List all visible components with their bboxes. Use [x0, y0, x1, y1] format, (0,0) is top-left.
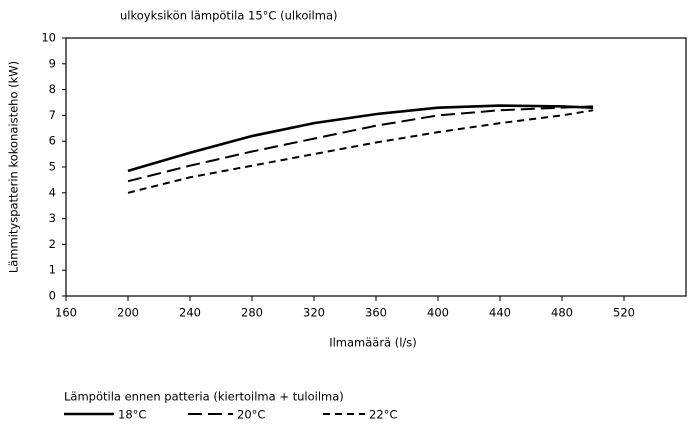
legend-label: 18°C — [118, 408, 146, 422]
legend-label: 22°C — [369, 408, 397, 422]
y-tick-label: 8 — [49, 82, 56, 96]
x-tick-label: 280 — [241, 306, 263, 320]
y-tick-label: 6 — [49, 134, 56, 148]
legend-label: 20°C — [237, 408, 265, 422]
y-axis-label: Lämmityspatterin kokonaisteho (kW) — [7, 61, 21, 273]
x-tick-label: 160 — [55, 306, 77, 320]
x-tick-label: 200 — [117, 306, 139, 320]
x-tick-label: 480 — [551, 306, 573, 320]
x-axis-label: Ilmamäärä (l/s) — [329, 336, 417, 350]
y-tick-label: 7 — [49, 108, 56, 122]
y-tick-label: 4 — [49, 185, 56, 199]
y-tick-label: 1 — [49, 263, 56, 277]
y-tick-label: 10 — [41, 31, 56, 45]
y-tick-label: 5 — [49, 160, 56, 174]
x-tick-label: 440 — [489, 306, 511, 320]
y-tick-label: 3 — [49, 211, 56, 225]
y-tick-label: 0 — [49, 289, 56, 303]
legend-title: Lämpötila ennen patteria (kiertoilma + t… — [64, 390, 344, 404]
chart-title: ulkoyksikön lämpötila 15°C (ulkoilma) — [120, 9, 337, 23]
y-tick-label: 9 — [49, 56, 56, 70]
x-tick-label: 520 — [613, 306, 635, 320]
x-tick-label: 360 — [365, 306, 387, 320]
series-line — [127, 104, 594, 173]
x-tick-label: 400 — [427, 306, 449, 320]
series-line — [127, 105, 594, 183]
y-tick-label: 2 — [49, 237, 56, 251]
x-tick-label: 320 — [303, 306, 325, 320]
x-tick-label: 240 — [179, 306, 201, 320]
series-line — [127, 109, 594, 194]
plot-frame — [65, 37, 687, 297]
